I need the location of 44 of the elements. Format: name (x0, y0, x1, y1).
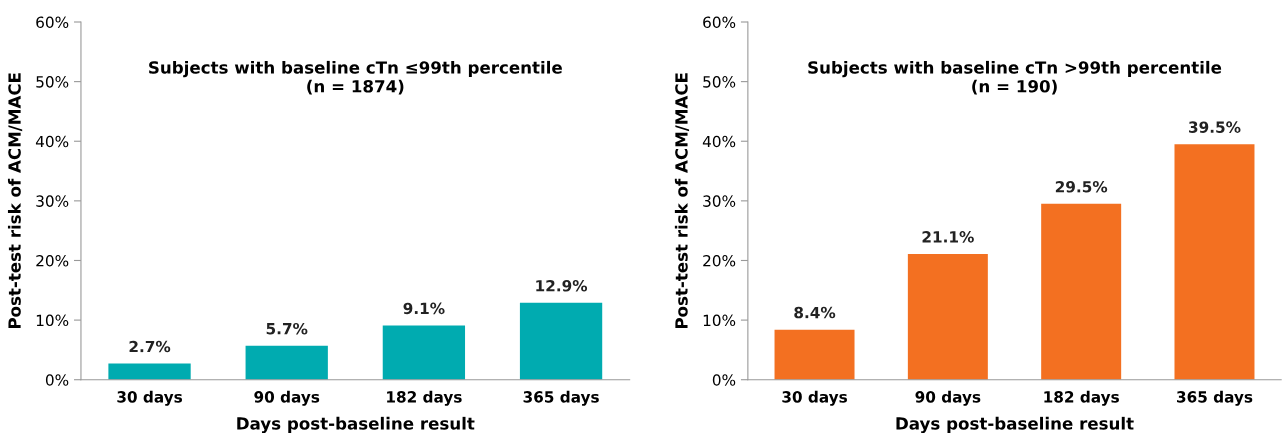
y-tick-label: 20% (703, 254, 736, 267)
data-label: 8.4% (794, 306, 836, 319)
data-label: 5.7% (266, 322, 308, 335)
bar (245, 345, 328, 380)
y-tick-label: 30% (703, 195, 736, 207)
y-tick-label: 40% (702, 135, 736, 148)
x-tick-label: 90 days (915, 390, 981, 406)
bar (382, 325, 466, 380)
x-tick-label: 182 days (387, 390, 462, 406)
data-label: 39.5% (1189, 121, 1241, 133)
y-tick-label: 40% (35, 135, 69, 148)
data-label: 21.1% (922, 231, 974, 243)
x-tick-label: 182 days (1044, 390, 1119, 406)
x-axis-title: Days post-baseline result (237, 416, 475, 434)
x-tick-label: 30 days (117, 390, 183, 406)
x-tick-label: 30 days (782, 390, 848, 406)
y-tick-label: 50% (36, 76, 69, 88)
y-tick-label: 50% (703, 76, 736, 88)
bar (108, 363, 191, 380)
bar (1041, 203, 1122, 380)
bar (774, 329, 855, 380)
y-tick-label: 60% (703, 16, 736, 29)
y-tick-label: 10% (703, 314, 736, 327)
bar (1174, 144, 1255, 380)
bar (907, 253, 988, 380)
x-axis-title: Days post-baseline result (896, 416, 1134, 434)
bar (519, 302, 603, 380)
data-label: 29.5% (1055, 180, 1108, 193)
y-tick-label: 0% (45, 374, 69, 386)
y-axis-title: Post-test risk of ACM/MACE (7, 73, 23, 329)
y-tick-label: 30% (36, 195, 69, 207)
y-axis-title: Post-test risk of ACM/MACE (674, 73, 690, 329)
x-tick-label: 365 days (1176, 390, 1253, 406)
y-tick-label: 60% (36, 16, 69, 29)
x-tick-label: 90 days (254, 390, 320, 406)
y-tick-label: 0% (712, 374, 736, 386)
text: Subjects with baseline cTn ≤99th percentile (n = 1874) (149, 60, 562, 95)
data-label: 12.9% (536, 279, 588, 292)
x-tick-label: 365 days (523, 390, 599, 406)
y-tick-label: 10% (36, 314, 69, 327)
y-tick-label: 20% (36, 254, 69, 267)
text: Subjects with baseline cTn >99th percentile (n = 190) (808, 60, 1222, 95)
data-label: 2.7% (129, 340, 171, 353)
data-label: 9.1% (403, 302, 445, 315)
